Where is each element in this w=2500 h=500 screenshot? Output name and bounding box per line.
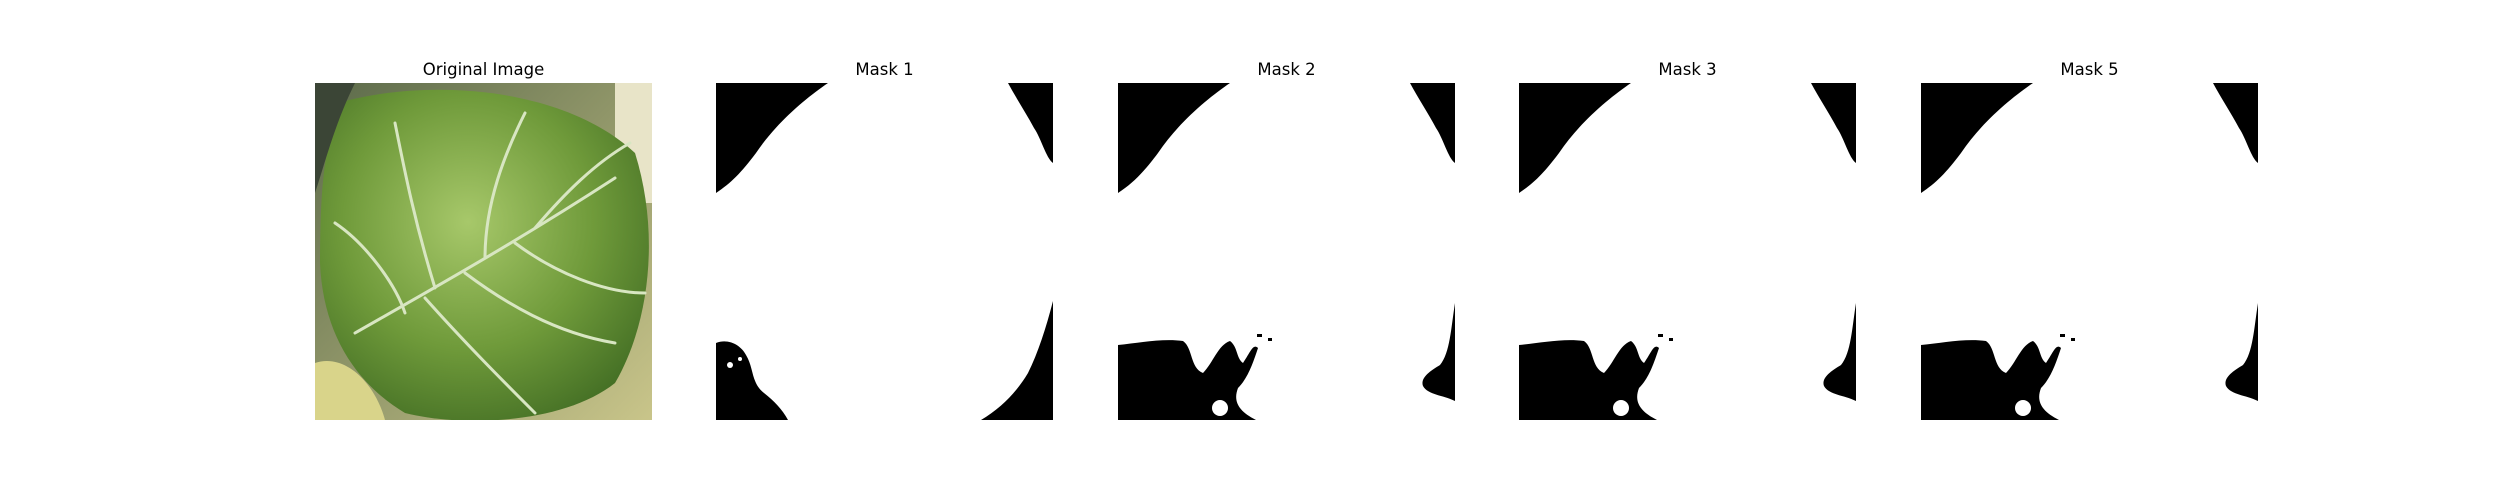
mask-3-bottom-left-region — [1519, 340, 1659, 420]
mask-3-top-right-region — [1811, 83, 1856, 163]
mask-1-top-right-region — [1008, 83, 1053, 163]
panel-title-original-image: Original Image — [422, 60, 545, 79]
panel-title-mask-2: Mask 2 — [1257, 60, 1316, 79]
photo-yellow-corner — [315, 361, 385, 420]
mask-2-svg — [1118, 83, 1455, 420]
photo-dark-corner — [315, 83, 355, 193]
mask-5-top-right-region — [2213, 83, 2258, 163]
panel-title-mask-5: Mask 5 — [2060, 60, 2119, 79]
mask-1-image — [716, 83, 1053, 420]
mask-3-top-left-region — [1519, 83, 1631, 193]
mask-1-bottom-left-region — [716, 341, 788, 420]
mask-2-top-right-region — [1410, 83, 1455, 163]
mask-2-bottom-left-region — [1118, 340, 1258, 420]
mask-5-image — [1921, 83, 2258, 420]
mask-2-image — [1118, 83, 1455, 420]
mask-5-bottom-right-region — [2225, 303, 2258, 401]
mask-3-bottom-right-region — [1823, 303, 1856, 401]
mask-1-bottom-right-region — [981, 301, 1053, 420]
mask-2-top-left-region — [1118, 83, 1230, 193]
mask-5-top-left-region — [1921, 83, 2033, 193]
leaf-photo — [315, 83, 652, 420]
panel-title-mask-3: Mask 3 — [1658, 60, 1717, 79]
original-image — [315, 83, 652, 420]
mask-3-image — [1519, 83, 1856, 420]
mask-5-bottom-left-region — [1921, 340, 2061, 420]
mask-2-bottom-right-region — [1422, 303, 1455, 401]
mask-1-top-left-region — [716, 83, 828, 193]
mask-3-svg — [1519, 83, 1856, 420]
panel-title-mask-1: Mask 1 — [855, 60, 914, 79]
leaf-veins — [333, 111, 647, 415]
mask-1-svg — [716, 83, 1053, 420]
mask-5-svg — [1921, 83, 2258, 420]
